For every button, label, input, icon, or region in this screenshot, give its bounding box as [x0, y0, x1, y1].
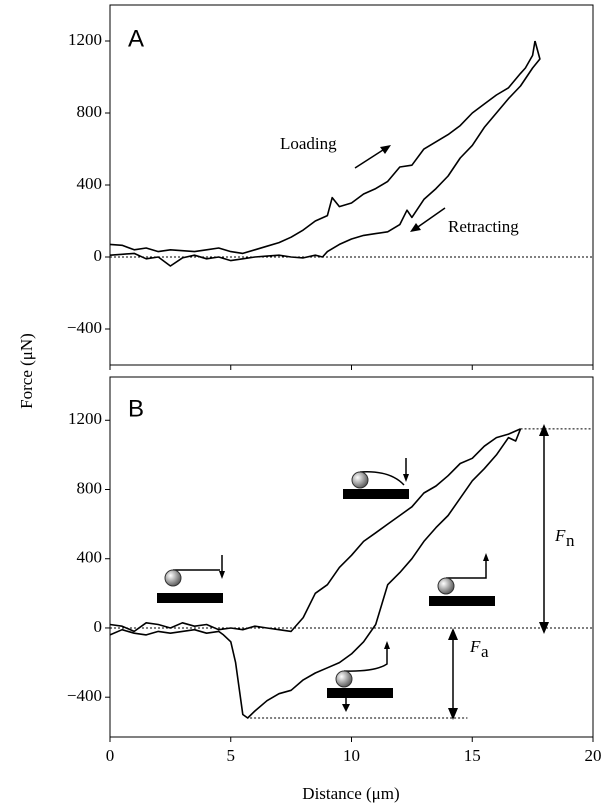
data-line: [109, 40, 536, 255]
annotation: Retracting: [448, 217, 519, 236]
y-tick-label: 0: [94, 246, 103, 265]
arrows: [354, 145, 549, 720]
force-symbol: F: [554, 526, 566, 545]
substrate: [429, 596, 495, 606]
force-subscript: a: [481, 642, 489, 661]
x-tick-label: 10: [343, 746, 360, 765]
arrow-head: [410, 223, 421, 232]
x-axis-label: Distance (μm): [302, 784, 399, 803]
y-tick-label: 400: [77, 548, 103, 567]
arrow-head: [219, 571, 225, 579]
y-tick-label: −400: [67, 318, 102, 337]
cantilever: [343, 648, 388, 672]
data-line: [109, 428, 521, 633]
arrow-head: [380, 145, 391, 154]
force-symbol: F: [469, 637, 481, 656]
probe: [164, 569, 182, 587]
x-tick-label: 20: [585, 746, 602, 765]
arrow-head: [342, 704, 350, 712]
force-label: F n F a: [469, 526, 575, 661]
arrow: [414, 207, 446, 230]
substrate: [327, 688, 393, 698]
probe: [335, 670, 353, 688]
y-tick-label: 1200: [68, 30, 102, 49]
arrow-head: [384, 641, 390, 649]
panel-label: B: [128, 395, 144, 422]
arrow: [354, 147, 387, 169]
cantilever-icons: [157, 458, 495, 712]
panel-a-frame: [109, 4, 594, 366]
force-subscript: n: [566, 531, 575, 550]
x-tick-label: 15: [464, 746, 481, 765]
cantilever: [359, 471, 405, 486]
substrate: [157, 593, 223, 603]
data-line: [109, 428, 522, 719]
substrate: [343, 489, 409, 499]
x-tick-label: 5: [227, 746, 236, 765]
y-tick-label: −400: [67, 686, 102, 705]
probe: [351, 471, 369, 489]
arrow-head: [483, 553, 489, 561]
cantilever: [446, 560, 487, 579]
y-tick-label: 1200: [68, 409, 102, 428]
data-line: [109, 40, 541, 267]
y-tick-label: 800: [77, 478, 103, 497]
annotation: Loading: [280, 134, 337, 153]
panel-label: A: [128, 25, 144, 52]
x-tick-label: 0: [106, 746, 115, 765]
y-axis-label: Force (μN): [17, 333, 36, 409]
y-tick-label: 0: [94, 617, 103, 636]
y-tick-label: 400: [77, 174, 103, 193]
probe: [437, 577, 455, 595]
arrow-head: [403, 474, 409, 482]
y-tick-label: 800: [77, 102, 103, 121]
